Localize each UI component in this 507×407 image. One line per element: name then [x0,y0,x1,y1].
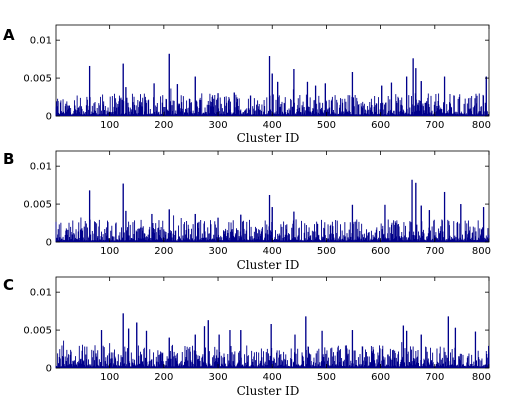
x-tick-label: 700 [425,246,444,257]
x-tick-label: 500 [317,372,336,383]
bar-series-path [55,53,490,116]
y-tick-label: 0.01 [30,288,52,299]
x-axis-label: Cluster ID [237,384,300,398]
panel-c: C 0 0.005 0.01 100 200 300 400 500 600 700 800 Cl… [3,276,491,398]
x-tick-label: 400 [263,246,282,257]
panel-letter: C [3,276,14,294]
x-axis: 100 200 300 400 500 600 700 800 [100,277,491,383]
x-tick-label: 100 [100,246,119,257]
bar-series [55,53,490,116]
x-tick-label: 400 [263,120,282,131]
x-tick-label: 200 [154,372,173,383]
y-axis: 0 0.005 0.01 [23,36,489,123]
y-tick-label: 0.01 [30,162,52,173]
x-axis-label: Cluster ID [237,131,300,145]
x-tick-label: 800 [472,120,491,131]
x-tick-label: 100 [100,372,119,383]
panel-letter: A [3,26,15,44]
x-tick-label: 800 [472,246,491,257]
y-tick-label: 0 [46,238,52,249]
x-tick-label: 500 [317,120,336,131]
bar-series [55,179,490,242]
x-tick-label: 700 [425,120,444,131]
x-tick-label: 800 [472,372,491,383]
panel-b: B 0 0.005 0.01 100 200 300 400 500 600 700 800 Cl… [3,150,491,272]
x-tick-label: 200 [154,246,173,257]
y-tick-label: 0 [46,112,52,123]
panel-letter: B [3,150,14,168]
x-tick-label: 600 [371,120,390,131]
x-tick-label: 500 [317,246,336,257]
x-tick-label: 700 [425,372,444,383]
y-tick-label: 0.005 [23,326,52,337]
y-tick-label: 0.01 [30,36,52,47]
x-tick-label: 300 [208,120,227,131]
plot-area [55,276,490,369]
bar-series [55,313,490,368]
x-tick-label: 100 [100,120,119,131]
x-tick-label: 200 [154,120,173,131]
x-axis: 100 200 300 400 500 600 700 800 [100,151,491,257]
x-axis: 100 200 300 400 500 600 700 800 [100,25,491,131]
x-tick-label: 300 [208,246,227,257]
bar-series-path [55,313,490,368]
x-axis-label: Cluster ID [237,258,300,272]
y-tick-label: 0 [46,364,52,375]
x-tick-label: 600 [371,246,390,257]
x-tick-label: 300 [208,372,227,383]
y-axis: 0 0.005 0.01 [23,162,489,249]
y-tick-label: 0.005 [23,74,52,85]
x-tick-label: 400 [263,372,282,383]
x-tick-label: 600 [371,372,390,383]
y-tick-label: 0.005 [23,200,52,211]
y-axis: 0 0.005 0.01 [23,288,489,375]
panel-a: A 0 0.005 0.01 100 200 300 400 500 600 700 800 Cl… [3,24,491,145]
